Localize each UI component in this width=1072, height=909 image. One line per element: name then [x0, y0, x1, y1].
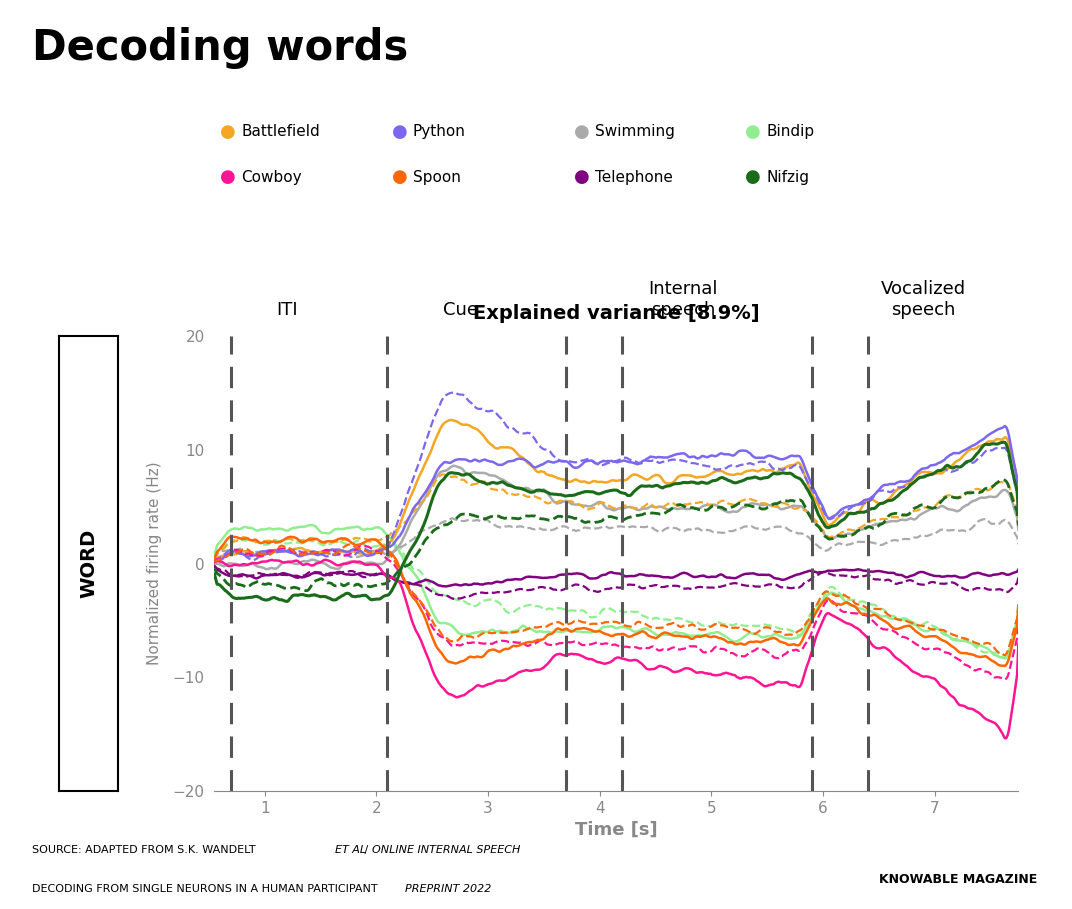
Text: ●: ●	[574, 168, 590, 186]
Text: ITI: ITI	[277, 301, 298, 319]
Text: Battlefield: Battlefield	[241, 125, 319, 139]
Text: /: /	[361, 845, 372, 855]
Text: Nifzig: Nifzig	[766, 170, 809, 185]
Text: ●: ●	[220, 168, 236, 186]
Text: Swimming: Swimming	[595, 125, 675, 139]
Text: ●: ●	[574, 123, 590, 141]
Text: ●: ●	[745, 123, 761, 141]
Text: Spoon: Spoon	[413, 170, 461, 185]
Y-axis label: Normalized firing rate (Hz): Normalized firing rate (Hz)	[147, 462, 162, 665]
Text: WORD: WORD	[79, 529, 98, 598]
Text: KNOWABLE MAGAZINE: KNOWABLE MAGAZINE	[879, 873, 1038, 885]
Text: SOURCE: ADAPTED FROM S.K. WANDELT: SOURCE: ADAPTED FROM S.K. WANDELT	[32, 845, 259, 855]
Text: ONLINE INTERNAL SPEECH: ONLINE INTERNAL SPEECH	[372, 845, 521, 855]
Text: ●: ●	[220, 123, 236, 141]
Text: Explained variance [8.9%]: Explained variance [8.9%]	[473, 304, 760, 323]
Text: ET AL: ET AL	[336, 845, 367, 855]
Text: Internal
speech: Internal speech	[649, 281, 718, 319]
Text: Python: Python	[413, 125, 465, 139]
Text: Telephone: Telephone	[595, 170, 673, 185]
Text: Decoding words: Decoding words	[32, 27, 408, 69]
Text: Vocalized
speech: Vocalized speech	[881, 281, 966, 319]
Text: ●: ●	[391, 168, 407, 186]
Text: Cue: Cue	[443, 301, 477, 319]
Text: Cowboy: Cowboy	[241, 170, 302, 185]
Text: DECODING FROM SINGLE NEURONS IN A HUMAN PARTICIPANT: DECODING FROM SINGLE NEURONS IN A HUMAN …	[32, 884, 382, 894]
Text: ●: ●	[391, 123, 407, 141]
Text: ●: ●	[745, 168, 761, 186]
X-axis label: Time [s]: Time [s]	[575, 821, 658, 839]
Text: Bindip: Bindip	[766, 125, 815, 139]
Text: PREPRINT 2022: PREPRINT 2022	[405, 884, 491, 894]
